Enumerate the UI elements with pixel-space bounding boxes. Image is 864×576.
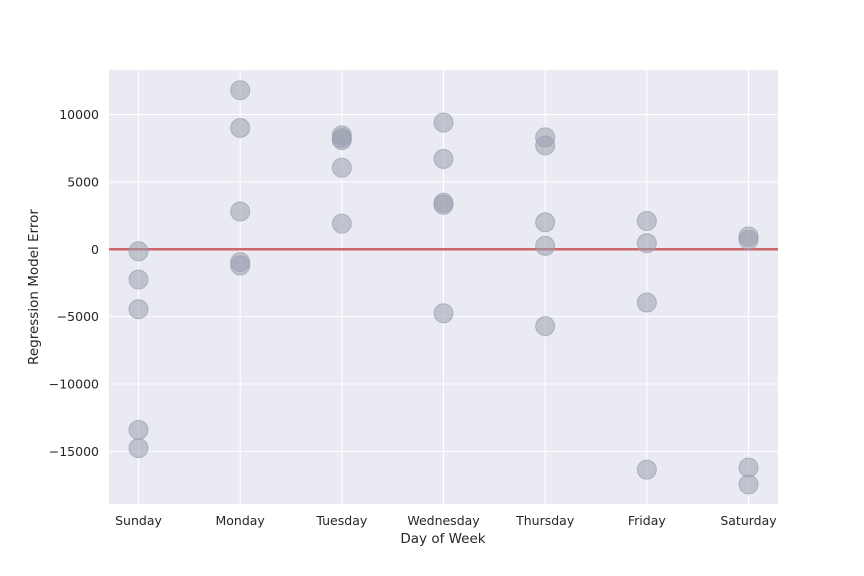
x-tick-label: Friday [628, 513, 666, 528]
y-tick-label: −15000 [49, 444, 99, 459]
data-point [331, 157, 352, 178]
data-point [738, 229, 759, 250]
data-point [738, 457, 759, 478]
x-tick-label: Wednesday [407, 513, 480, 528]
data-point [636, 210, 657, 231]
data-point [535, 316, 556, 337]
data-point [230, 201, 251, 222]
data-point [230, 80, 251, 101]
x-tick-label: Saturday [720, 513, 777, 528]
y-tick-label: 5000 [67, 174, 99, 189]
data-point [128, 419, 149, 440]
y-tick-label: −10000 [49, 377, 99, 392]
x-tick-label: Monday [215, 513, 265, 528]
data-point [230, 255, 251, 276]
x-tick-label: Thursday [515, 513, 575, 528]
data-point [636, 292, 657, 313]
data-point [331, 213, 352, 234]
y-tick-labels: −15000 −10000 −5000 0 5000 10000 [49, 107, 99, 459]
data-point [636, 233, 657, 254]
x-tick-labels: Sunday Monday Tuesday Wednesday Thursday Frid… [115, 513, 777, 528]
data-point [433, 148, 454, 169]
data-point [535, 212, 556, 233]
data-point [331, 130, 352, 151]
x-tick-label: Sunday [115, 513, 162, 528]
data-point [636, 459, 657, 480]
data-point [128, 438, 149, 459]
y-tick-label: 10000 [59, 107, 99, 122]
data-point [738, 474, 759, 495]
data-point [433, 303, 454, 324]
data-point [128, 299, 149, 320]
data-point [535, 235, 556, 256]
x-axis-title: Day of Week [400, 531, 485, 547]
y-tick-label: −5000 [57, 309, 99, 324]
data-point [433, 194, 454, 215]
data-point [128, 269, 149, 290]
data-point [535, 135, 556, 156]
data-points [128, 80, 759, 495]
y-tick-label: 0 [91, 242, 99, 257]
data-point [128, 241, 149, 262]
x-tick-label: Tuesday [315, 513, 367, 528]
data-point [433, 112, 454, 133]
data-point [230, 117, 251, 138]
y-axis-title: Regression Model Error [26, 209, 42, 365]
